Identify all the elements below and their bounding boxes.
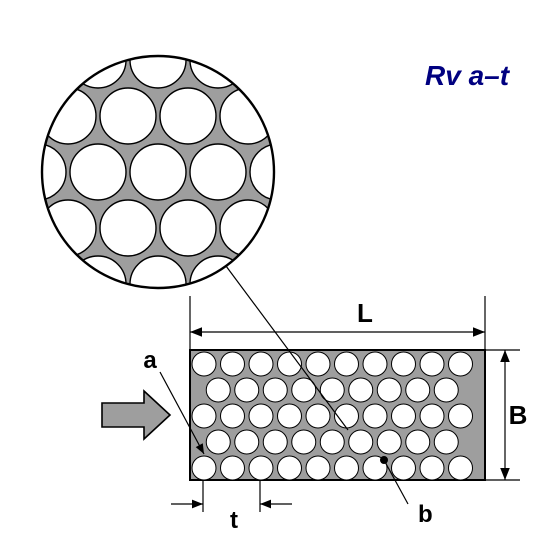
dim-label-B: B: [509, 400, 528, 430]
feed-arrow-icon: [102, 391, 170, 439]
magnifier-detail: [0, 0, 396, 368]
diagram-title: Rv a–t: [425, 60, 511, 91]
label-a: a: [143, 347, 157, 374]
label-b: b: [418, 501, 433, 528]
dim-label-L: L: [357, 298, 373, 328]
dim-label-t: t: [230, 507, 238, 534]
